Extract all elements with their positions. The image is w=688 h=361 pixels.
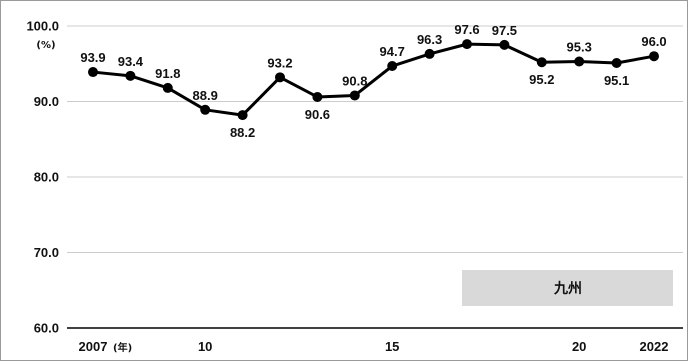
y-tick-label: 60.0 (34, 321, 59, 336)
data-label: 90.6 (305, 107, 330, 122)
data-label: 95.3 (567, 39, 592, 54)
data-label: 90.8 (342, 73, 367, 88)
data-point (200, 104, 211, 115)
data-label: 97.5 (492, 23, 517, 38)
x-tick-label: 2022 (640, 339, 669, 354)
data-label: 93.2 (267, 55, 292, 70)
legend: 九州 (462, 270, 673, 306)
data-point (387, 61, 398, 72)
data-point (349, 90, 360, 101)
y-tick-label: 90.0 (34, 94, 59, 109)
data-label: 97.6 (454, 22, 479, 37)
data-point (237, 110, 248, 121)
data-point (649, 51, 659, 62)
data-label: 88.2 (230, 125, 255, 140)
y-tick-label: 70.0 (34, 245, 59, 260)
legend-box (462, 270, 673, 306)
data-label: 94.7 (380, 44, 405, 59)
data-point (536, 57, 547, 68)
data-point (574, 56, 585, 67)
data-label: 93.4 (118, 54, 144, 69)
data-label: 96.3 (417, 32, 442, 47)
data-point (162, 82, 173, 93)
data-label: 95.2 (529, 72, 554, 87)
data-point (88, 67, 98, 78)
series-line (92, 42, 655, 117)
grid-layer (67, 25, 683, 329)
data-point (424, 48, 435, 59)
y-axis-unit: (%) (36, 40, 55, 51)
x-tick-label: 10 (198, 339, 212, 354)
y-tick-label: 80.0 (34, 170, 59, 185)
data-label: 95.1 (604, 73, 629, 88)
data-point (611, 57, 622, 68)
y-tick-label: 100.0 (26, 19, 59, 34)
data-label: 88.9 (193, 88, 218, 103)
data-label: 93.9 (80, 50, 105, 65)
x-tick-label: 20 (572, 339, 586, 354)
data-point (275, 72, 285, 83)
data-point (499, 39, 510, 50)
data-label: 91.8 (155, 66, 180, 81)
x-axis-unit: (年) (113, 341, 132, 354)
data-point (462, 39, 472, 50)
x-tick-label: 15 (385, 339, 399, 354)
legend-label: 九州 (553, 281, 582, 297)
data-point (125, 70, 136, 81)
x-tick-label: 2007 (79, 339, 108, 354)
data-label: 96.0 (641, 34, 666, 49)
series-layer: 93.9 93.4 91.8 88.9 88.2 93.2 90.6 90.8 94.7 96.3… (80, 22, 666, 140)
data-point (312, 91, 323, 102)
